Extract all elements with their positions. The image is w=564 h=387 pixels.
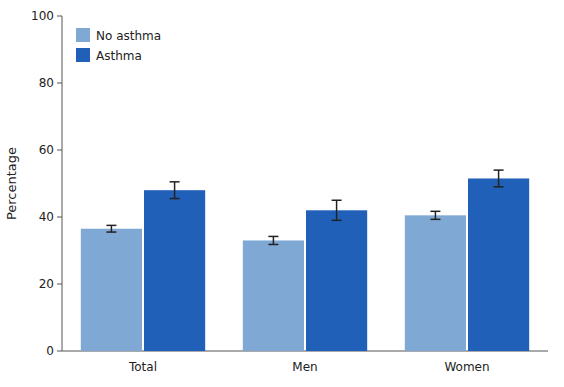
error-cap xyxy=(494,169,504,171)
error-stem xyxy=(273,236,275,244)
error-bar xyxy=(430,211,440,219)
y-tick xyxy=(57,16,62,17)
error-cap xyxy=(268,244,278,246)
legend: No asthma Asthma xyxy=(76,28,161,63)
legend-swatch xyxy=(76,28,90,42)
error-cap xyxy=(268,236,278,238)
error-cap xyxy=(106,231,116,233)
y-axis: 0 20 40 60 80 100 xyxy=(31,9,62,358)
y-tick-label: 60 xyxy=(39,143,54,157)
error-cap xyxy=(430,211,440,213)
error-stem xyxy=(435,211,437,219)
x-tick-label: Women xyxy=(444,360,489,374)
error-cap xyxy=(430,219,440,221)
chart-container: 0 20 40 60 80 100 Percentage Total Men Women No as… xyxy=(0,0,564,387)
error-stem xyxy=(111,225,113,232)
error-bar xyxy=(494,170,504,187)
bar xyxy=(468,178,529,351)
error-cap xyxy=(170,198,180,200)
x-axis: Total Men Women xyxy=(128,360,490,374)
y-tick-label: 40 xyxy=(39,210,54,224)
error-cap xyxy=(106,225,116,227)
y-axis-line xyxy=(62,16,63,351)
y-tick xyxy=(57,83,62,84)
chart-svg: 0 20 40 60 80 100 Percentage Total Men Women No as… xyxy=(0,0,564,387)
error-cap xyxy=(170,181,180,183)
x-tick-label: Men xyxy=(292,360,317,374)
error-cap xyxy=(494,186,504,188)
error-bar xyxy=(268,236,278,244)
y-tick xyxy=(57,351,62,352)
error-bar xyxy=(106,225,116,232)
bars xyxy=(81,170,529,351)
bar xyxy=(243,240,304,351)
legend-swatch xyxy=(76,48,90,62)
y-tick-label: 20 xyxy=(39,277,54,291)
legend-label: Asthma xyxy=(96,49,142,63)
y-tick-label: 100 xyxy=(31,9,54,23)
bar xyxy=(81,229,142,351)
error-cap xyxy=(332,220,342,222)
y-tick xyxy=(57,284,62,285)
bar xyxy=(405,215,466,351)
y-tick-label: 80 xyxy=(39,76,54,90)
error-cap xyxy=(332,200,342,202)
y-tick xyxy=(57,217,62,218)
error-stem xyxy=(174,182,176,199)
y-tick xyxy=(57,150,62,151)
error-bar xyxy=(170,182,180,199)
x-tick-label: Total xyxy=(128,360,157,374)
error-bar xyxy=(332,200,342,220)
bar xyxy=(144,190,205,351)
y-tick-label: 0 xyxy=(46,344,54,358)
error-stem xyxy=(498,170,500,187)
error-stem xyxy=(336,200,338,220)
bar xyxy=(306,210,367,351)
legend-label: No asthma xyxy=(96,29,161,43)
y-axis-label: Percentage xyxy=(4,147,19,220)
